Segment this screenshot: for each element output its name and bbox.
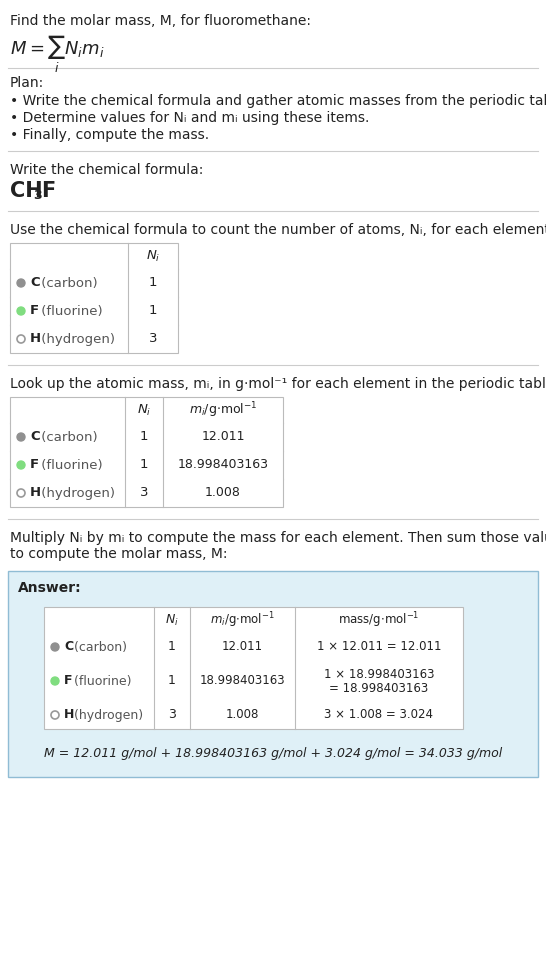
Text: Use the chemical formula to count the number of atoms, Nᵢ, for each element:: Use the chemical formula to count the nu… xyxy=(10,223,546,237)
Bar xyxy=(10,243,178,353)
Text: (hydrogen): (hydrogen) xyxy=(70,709,144,721)
Text: 3: 3 xyxy=(140,487,149,499)
Bar xyxy=(10,397,283,507)
Text: C: C xyxy=(64,640,73,654)
FancyBboxPatch shape xyxy=(8,571,538,777)
Text: (carbon): (carbon) xyxy=(37,277,98,289)
Text: 1: 1 xyxy=(168,675,176,687)
Text: (hydrogen): (hydrogen) xyxy=(37,487,115,499)
Text: (fluorine): (fluorine) xyxy=(70,675,132,687)
Circle shape xyxy=(17,279,25,287)
Text: 18.998403163: 18.998403163 xyxy=(177,459,269,471)
Text: $m_i$/g$\cdot$mol$^{-1}$: $m_i$/g$\cdot$mol$^{-1}$ xyxy=(189,400,257,419)
Text: 1: 1 xyxy=(140,431,149,443)
Text: Look up the atomic mass, mᵢ, in g·mol⁻¹ for each element in the periodic table:: Look up the atomic mass, mᵢ, in g·mol⁻¹ … xyxy=(10,377,546,391)
Text: C: C xyxy=(30,277,40,289)
Circle shape xyxy=(17,489,25,497)
Text: (fluorine): (fluorine) xyxy=(37,459,103,471)
Circle shape xyxy=(17,461,25,469)
Text: • Finally, compute the mass.: • Finally, compute the mass. xyxy=(10,128,209,142)
Text: H: H xyxy=(30,487,41,499)
Text: CH: CH xyxy=(10,181,43,201)
Text: 1: 1 xyxy=(168,640,176,654)
Text: (carbon): (carbon) xyxy=(70,640,127,654)
Text: • Determine values for Nᵢ and mᵢ using these items.: • Determine values for Nᵢ and mᵢ using t… xyxy=(10,111,370,125)
Text: $m_i$/g$\cdot$mol$^{-1}$: $m_i$/g$\cdot$mol$^{-1}$ xyxy=(210,610,275,629)
Text: Find the molar mass, M, for fluoromethane:: Find the molar mass, M, for fluoromethan… xyxy=(10,14,311,28)
Circle shape xyxy=(17,335,25,343)
Text: F: F xyxy=(30,305,39,317)
Text: Multiply Nᵢ by mᵢ to compute the mass for each element. Then sum those values
to: Multiply Nᵢ by mᵢ to compute the mass fo… xyxy=(10,531,546,561)
Text: = 18.998403163: = 18.998403163 xyxy=(329,683,429,695)
Text: 1 × 18.998403163: 1 × 18.998403163 xyxy=(324,667,434,681)
Text: H: H xyxy=(30,333,41,345)
Text: (hydrogen): (hydrogen) xyxy=(37,333,115,345)
Text: $N_i$: $N_i$ xyxy=(165,612,179,628)
Text: 3: 3 xyxy=(168,709,176,721)
Text: 1.008: 1.008 xyxy=(205,487,241,499)
Text: (carbon): (carbon) xyxy=(37,431,98,443)
Text: $N_i$: $N_i$ xyxy=(137,402,151,417)
Text: (fluorine): (fluorine) xyxy=(37,305,103,317)
Text: 1.008: 1.008 xyxy=(226,709,259,721)
Text: 1: 1 xyxy=(149,305,157,317)
Text: 3: 3 xyxy=(149,333,157,345)
Text: F: F xyxy=(30,459,39,471)
Text: 12.011: 12.011 xyxy=(222,640,263,654)
Text: 12.011: 12.011 xyxy=(201,431,245,443)
Circle shape xyxy=(51,677,59,685)
Text: Write the chemical formula:: Write the chemical formula: xyxy=(10,163,203,177)
Text: Plan:: Plan: xyxy=(10,76,44,90)
Text: $M = \sum_i N_i m_i$: $M = \sum_i N_i m_i$ xyxy=(10,34,104,75)
Text: M = 12.011 g/mol + 18.998403163 g/mol + 3.024 g/mol = 34.033 g/mol: M = 12.011 g/mol + 18.998403163 g/mol + … xyxy=(44,746,502,760)
Text: 1: 1 xyxy=(149,277,157,289)
Text: F: F xyxy=(64,675,73,687)
Circle shape xyxy=(17,433,25,441)
Circle shape xyxy=(17,307,25,315)
Text: 18.998403163: 18.998403163 xyxy=(200,675,286,687)
Text: • Write the chemical formula and gather atomic masses from the periodic table.: • Write the chemical formula and gather … xyxy=(10,94,546,108)
Text: mass/g$\cdot$mol$^{-1}$: mass/g$\cdot$mol$^{-1}$ xyxy=(339,610,420,629)
Text: $N_i$: $N_i$ xyxy=(146,249,160,263)
Text: 3 × 1.008 = 3.024: 3 × 1.008 = 3.024 xyxy=(324,709,434,721)
Bar xyxy=(44,607,463,729)
Text: C: C xyxy=(30,431,40,443)
Circle shape xyxy=(51,711,59,719)
Circle shape xyxy=(51,643,59,651)
Text: 1: 1 xyxy=(140,459,149,471)
Text: Answer:: Answer: xyxy=(18,581,81,595)
Text: 3: 3 xyxy=(33,189,41,202)
Text: H: H xyxy=(64,709,74,721)
Text: F: F xyxy=(41,181,55,201)
Text: 1 × 12.011 = 12.011: 1 × 12.011 = 12.011 xyxy=(317,640,441,654)
